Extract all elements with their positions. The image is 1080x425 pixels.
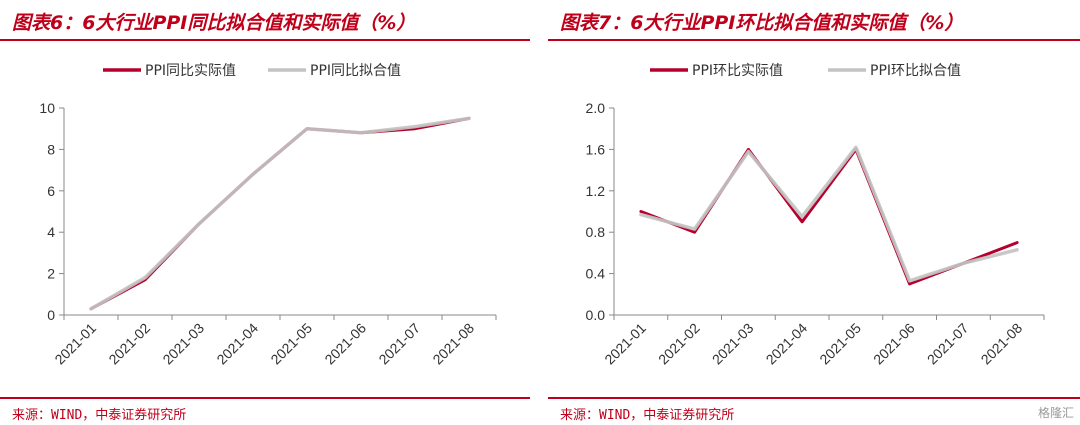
x-tick-label: 2021-05 — [816, 320, 864, 368]
title-divider — [548, 39, 1080, 41]
y-tick-label: 0.4 — [586, 266, 606, 282]
x-tick-label: 2021-05 — [267, 320, 315, 368]
x-tick-label: 2021-02 — [655, 320, 703, 368]
legend-label: PPI同比拟合值 — [310, 63, 401, 79]
x-tick-label: 2021-02 — [105, 320, 153, 368]
y-tick-label: 2 — [47, 266, 55, 282]
y-tick-label: 0 — [47, 307, 55, 323]
x-tick-label: 2021-08 — [429, 320, 477, 368]
series-line — [89, 116, 471, 311]
source-divider — [548, 397, 1080, 399]
right-panel: 图表7：6大行业PPI环比拟合值和实际值（%） PPI环比实际值 PPI环比拟合值… — [548, 0, 1080, 425]
legend-label: PPI同比实际值 — [145, 63, 236, 79]
source-note: 来源：WIND，中泰证券研究所 — [560, 408, 735, 423]
title-divider — [0, 39, 530, 41]
y-tick-label: 6 — [47, 183, 55, 199]
y-tick-label: 1.2 — [586, 183, 606, 199]
x-tick-label: 2021-01 — [601, 320, 649, 368]
chart-title: 图表7：6大行业PPI环比拟合值和实际值（%） — [560, 12, 964, 34]
source-note: 来源：WIND，中泰证券研究所 — [12, 408, 187, 423]
x-tick-label: 2021-08 — [978, 320, 1026, 368]
y-tick-label: 10 — [39, 100, 55, 116]
y-tick-label: 2.0 — [586, 100, 606, 116]
legend-label: PPI环比实际值 — [692, 63, 783, 79]
y-tick-label: 0.8 — [586, 224, 606, 240]
x-tick-label: 2021-04 — [213, 320, 261, 368]
legend-label: PPI环比拟合值 — [870, 63, 961, 79]
x-tick-label: 2021-07 — [375, 320, 423, 368]
x-tick-label: 2021-03 — [159, 320, 207, 368]
series-line — [89, 116, 471, 311]
source-divider — [0, 397, 530, 399]
y-tick-label: 1.6 — [586, 141, 606, 157]
y-tick-label: 4 — [47, 224, 55, 240]
x-tick-label: 2021-07 — [924, 320, 972, 368]
y-tick-label: 0.0 — [586, 307, 606, 323]
x-tick-label: 2021-06 — [321, 320, 369, 368]
x-tick-label: 2021-01 — [51, 320, 99, 368]
x-tick-label: 2021-06 — [870, 320, 918, 368]
y-tick-label: 8 — [47, 141, 55, 157]
watermark-logo: 格隆汇 — [1037, 406, 1074, 420]
left-panel: 图表6：6大行业PPI同比拟合值和实际值（%） PPI同比实际值 PPI同比拟合值… — [0, 0, 530, 425]
chart-title: 图表6：6大行业PPI同比拟合值和实际值（%） — [12, 12, 416, 34]
x-tick-label: 2021-04 — [763, 320, 811, 368]
x-tick-label: 2021-03 — [709, 320, 757, 368]
series-line — [639, 145, 1019, 283]
mom-line-chart: PPI环比实际值 PPI环比拟合值 0.0 0.4 0.8 1.2 1.6 2.0 2021-0… — [586, 63, 1045, 368]
